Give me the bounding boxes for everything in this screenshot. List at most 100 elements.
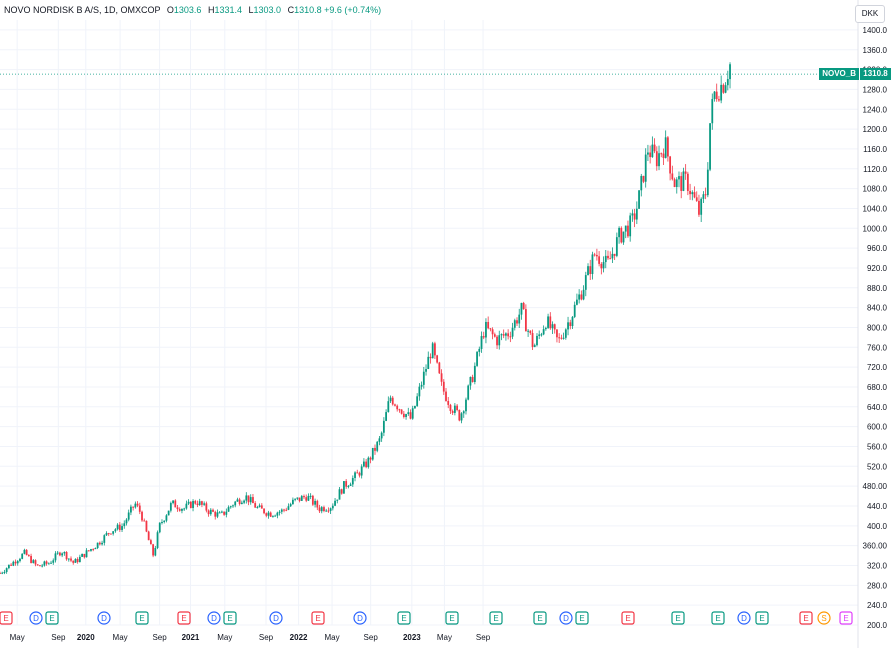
candle-body xyxy=(351,478,354,485)
candle-body xyxy=(363,461,365,467)
candle-body xyxy=(509,336,512,338)
candle-body xyxy=(192,501,194,508)
split-marker[interactable]: S xyxy=(817,611,831,625)
low-label: L xyxy=(248,5,254,15)
candle-body xyxy=(502,334,505,336)
candle-body xyxy=(686,173,689,191)
earnings-marker[interactable]: E xyxy=(799,611,813,625)
y-tick-label: 1000.0 xyxy=(863,224,888,233)
earnings-marker[interactable]: E xyxy=(575,611,589,625)
dividend-marker[interactable]: D xyxy=(269,611,283,625)
y-tick-label: 800.0 xyxy=(867,323,888,332)
y-tick-label: 680.0 xyxy=(867,383,888,392)
candle-body xyxy=(427,356,430,370)
earnings-marker[interactable]: E xyxy=(0,611,13,625)
earnings-marker[interactable]: E xyxy=(397,611,411,625)
earnings-marker[interactable]: E xyxy=(223,611,237,625)
candle-body xyxy=(407,412,410,415)
candle-body xyxy=(238,499,241,505)
candle-body xyxy=(609,258,612,260)
candle-body xyxy=(98,542,101,545)
y-tick-label: 1160.0 xyxy=(863,145,887,154)
event-label: E xyxy=(401,614,406,623)
candle-body xyxy=(602,262,605,269)
earnings-marker[interactable]: E xyxy=(445,611,459,625)
candle-body xyxy=(223,511,226,515)
candle-body xyxy=(19,558,21,562)
candle-body xyxy=(201,501,203,505)
candle-body xyxy=(216,512,219,517)
candle-body xyxy=(178,509,181,511)
candle-body xyxy=(34,560,37,565)
candle-body xyxy=(371,447,374,460)
dividend-marker[interactable]: D xyxy=(559,611,573,625)
candle-body xyxy=(336,499,339,501)
currency-button[interactable]: DKK xyxy=(855,5,885,23)
candle-body xyxy=(473,365,476,383)
event-label: E xyxy=(579,614,584,623)
event-circle xyxy=(559,611,573,625)
candle-body xyxy=(125,519,128,524)
candle-body xyxy=(76,558,79,563)
dividend-marker[interactable]: D xyxy=(97,611,111,625)
y-tick-label: 1200.0 xyxy=(863,125,888,134)
dividend-marker[interactable]: D xyxy=(207,611,221,625)
candle-body xyxy=(469,376,472,386)
candle-body xyxy=(354,472,356,479)
x-tick-label: May xyxy=(324,633,339,642)
candle-body xyxy=(398,409,401,411)
event-circle xyxy=(353,611,367,625)
candle-body xyxy=(493,334,496,337)
candle-body xyxy=(531,333,534,347)
candle-body xyxy=(0,572,1,574)
earnings-marker[interactable]: E xyxy=(135,611,149,625)
earnings-marker[interactable]: E xyxy=(621,611,635,625)
earnings-marker[interactable]: E xyxy=(45,611,59,625)
y-tick-label: 1080.0 xyxy=(863,185,888,194)
candle-body xyxy=(600,263,603,269)
candle-body xyxy=(243,500,245,503)
earnings-marker[interactable]: E xyxy=(177,611,191,625)
candle-body xyxy=(709,123,711,170)
candle-body xyxy=(458,409,461,421)
candle-body xyxy=(678,176,680,180)
candle-body xyxy=(445,391,447,401)
dividend-marker[interactable]: D xyxy=(737,611,751,625)
candle-body xyxy=(487,321,490,329)
candle-body xyxy=(505,333,507,336)
candle-body xyxy=(402,413,405,418)
candle-body xyxy=(214,511,217,517)
dividend-marker[interactable]: D xyxy=(353,611,367,625)
candle-body xyxy=(10,564,12,566)
price-axis: 1400.01360.01320.01280.01240.01200.01160… xyxy=(857,0,888,648)
earnings-marker[interactable]: E xyxy=(711,611,725,625)
candle-body xyxy=(209,509,212,515)
earnings-marker[interactable]: E xyxy=(311,611,325,625)
candle-body xyxy=(121,526,123,530)
event-circle xyxy=(269,611,283,625)
candle-body xyxy=(394,404,396,406)
event-circle xyxy=(207,611,221,625)
candle-body xyxy=(431,343,434,359)
earnings-marker[interactable]: E xyxy=(489,611,503,625)
event-label: E xyxy=(759,614,764,623)
event-label: E xyxy=(715,614,720,623)
candle-body xyxy=(729,64,731,80)
candle-body xyxy=(103,535,106,543)
candle-body xyxy=(451,410,454,413)
candle-body xyxy=(110,533,112,535)
candle-body xyxy=(245,495,248,501)
dividend-marker[interactable]: D xyxy=(29,611,43,625)
earnings-marker[interactable]: E xyxy=(755,611,769,625)
earnings-marker[interactable]: E xyxy=(533,611,547,625)
candle-body xyxy=(96,542,99,548)
earnings-marker[interactable]: E xyxy=(671,611,685,625)
candles xyxy=(0,62,731,575)
candle-body xyxy=(713,91,716,100)
candle-body xyxy=(722,84,725,93)
candle-body xyxy=(538,334,541,336)
earnings-marker[interactable]: E xyxy=(839,611,853,625)
candle-body xyxy=(94,547,97,550)
